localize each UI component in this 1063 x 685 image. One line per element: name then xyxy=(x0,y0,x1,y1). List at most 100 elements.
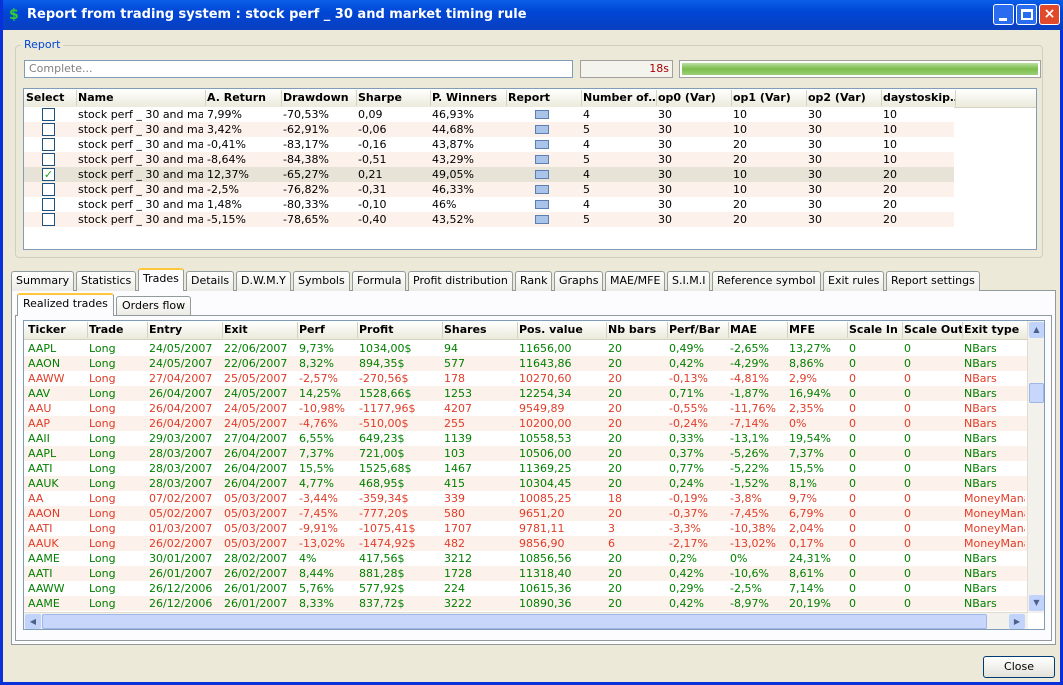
trade-row[interactable]: AAPL Long 28/03/2007 26/04/2007 7,37% 721,00$… xyxy=(24,446,1028,461)
result-row[interactable]: stock perf _ 30 and ma... -8,64% -84,38% -0… xyxy=(24,152,954,167)
tab[interactable]: Summary xyxy=(11,271,75,291)
close-window-button[interactable]: × xyxy=(1039,4,1060,25)
tab[interactable]: D.W.M.Y xyxy=(236,271,291,291)
scroll-left[interactable]: ◀ xyxy=(25,614,41,629)
trade-row[interactable]: AAP Long 26/04/2007 24/05/2007 -4,76% -510,00… xyxy=(24,416,1028,431)
trade-row[interactable]: AAME Long 26/12/2006 26/01/2007 8,33% 837,72$… xyxy=(24,596,1028,611)
trade-row[interactable]: AAON Long 24/05/2007 22/06/2007 8,32% 894,35$… xyxy=(24,356,1028,371)
column-header: Profit xyxy=(359,322,443,338)
trade-cell: Long xyxy=(89,387,116,400)
result-cell: -70,53% xyxy=(283,108,329,121)
tab[interactable]: Details xyxy=(186,271,235,291)
checkbox[interactable] xyxy=(42,213,55,226)
result-row[interactable]: stock perf _ 30 and ma... 3,42% -62,91% -0,… xyxy=(24,122,954,137)
trade-cell: 15,5% xyxy=(789,462,824,475)
trade-cell: 881,28$ xyxy=(359,567,405,580)
trade-cell: AAP xyxy=(28,417,50,430)
result-row[interactable]: ✓ stock perf _ 30 and ma... 12,37% -65,27% 0… xyxy=(24,167,954,182)
trade-cell: 6,55% xyxy=(299,432,334,445)
checkbox[interactable]: ✓ xyxy=(42,168,55,181)
subtab[interactable]: Orders flow xyxy=(116,296,192,315)
horizontal-scrollbar[interactable]: ◀ ▶ xyxy=(24,612,1028,629)
tab[interactable]: Profit distribution xyxy=(408,271,513,291)
result-cell: 10 xyxy=(733,183,747,196)
trade-row[interactable]: AAPL Long 24/05/2007 22/06/2007 9,73% 1034,00… xyxy=(24,341,1028,356)
trade-cell: 26/04/2007 xyxy=(224,447,288,460)
checkbox[interactable] xyxy=(42,108,55,121)
trade-cell: -270,56$ xyxy=(359,372,409,385)
report-icon[interactable] xyxy=(535,200,549,209)
trade-cell: -0,19% xyxy=(669,492,708,505)
minimize-button[interactable] xyxy=(993,4,1014,25)
scroll-thumb[interactable] xyxy=(1029,383,1044,403)
trade-row[interactable]: AAV Long 26/04/2007 24/05/2007 14,25% 1528,66… xyxy=(24,386,1028,401)
trade-row[interactable]: AA Long 07/02/2007 05/03/2007 -3,44% -359,34$… xyxy=(24,491,1028,506)
checkbox[interactable] xyxy=(42,198,55,211)
trade-cell: 0 xyxy=(904,462,911,475)
result-row[interactable]: stock perf _ 30 and ma... -5,15% -78,65% -0… xyxy=(24,212,954,227)
result-row[interactable]: stock perf _ 30 and ma... -2,5% -76,82% -0,… xyxy=(24,182,954,197)
report-icon[interactable] xyxy=(535,170,549,179)
trade-row[interactable]: AATI Long 26/01/2007 26/02/2007 8,44% 881,28$… xyxy=(24,566,1028,581)
checkbox[interactable] xyxy=(42,183,55,196)
report-icon[interactable] xyxy=(535,125,549,134)
trade-row[interactable]: AAUK Long 28/03/2007 26/04/2007 4,77% 468,95$… xyxy=(24,476,1028,491)
result-cell: 10 xyxy=(883,108,897,121)
column-header: Name xyxy=(78,90,206,106)
trade-cell: AAV xyxy=(28,387,51,400)
checkbox[interactable] xyxy=(42,138,55,151)
trade-cell: 0 xyxy=(849,477,856,490)
result-row[interactable]: stock perf _ 30 and ma... 1,48% -80,33% -0,… xyxy=(24,197,954,212)
subtab[interactable]: Realized trades xyxy=(17,293,114,316)
tab[interactable]: Symbols xyxy=(293,271,350,291)
close-button[interactable]: Close xyxy=(983,656,1055,678)
trade-row[interactable]: AAWW Long 27/04/2007 25/05/2007 -2,57% -270,5… xyxy=(24,371,1028,386)
trade-cell: -5,22% xyxy=(730,462,769,475)
tab[interactable]: Reference symbol xyxy=(712,271,821,291)
vertical-scrollbar[interactable]: ▲ ▼ xyxy=(1027,321,1044,613)
result-row[interactable]: stock perf _ 30 and ma... 7,99% -70,53% 0,0… xyxy=(24,107,954,122)
trade-row[interactable]: AAU Long 26/04/2007 24/05/2007 -10,98% -1177,… xyxy=(24,401,1028,416)
tab[interactable]: Graphs xyxy=(554,271,604,291)
tab[interactable]: Rank xyxy=(515,271,553,291)
trade-cell: 20 xyxy=(608,357,622,370)
scroll-up[interactable]: ▲ xyxy=(1029,322,1044,338)
tab[interactable]: S.I.M.I xyxy=(667,271,711,291)
trade-cell: 0 xyxy=(849,537,856,550)
h-scroll-thumb[interactable] xyxy=(42,614,987,629)
trade-cell: 10200,00 xyxy=(519,417,572,430)
result-cell: 20 xyxy=(733,213,747,226)
checkbox[interactable] xyxy=(42,123,55,136)
report-icon[interactable] xyxy=(535,185,549,194)
tab[interactable]: MAE/MFE xyxy=(605,271,666,291)
tab[interactable]: Trades xyxy=(138,268,184,291)
scroll-right[interactable]: ▶ xyxy=(1009,614,1025,629)
checkbox[interactable] xyxy=(42,153,55,166)
trade-cell: -1,87% xyxy=(730,387,769,400)
tab[interactable]: Formula xyxy=(352,271,407,291)
tab[interactable]: Report settings xyxy=(886,271,980,291)
maximize-button[interactable] xyxy=(1016,4,1037,25)
report-icon[interactable] xyxy=(535,155,549,164)
title-bar: Report from trading system : stock perf … xyxy=(3,0,1063,30)
trade-row[interactable]: AATI Long 01/03/2007 05/03/2007 -9,91% -1075,… xyxy=(24,521,1028,536)
trade-row[interactable]: AAON Long 05/02/2007 05/03/2007 -7,45% -777,2… xyxy=(24,506,1028,521)
trade-cell: 0 xyxy=(904,342,911,355)
report-icon[interactable] xyxy=(535,140,549,149)
report-icon[interactable] xyxy=(535,215,549,224)
trade-row[interactable]: AATI Long 28/03/2007 26/04/2007 15,5% 1525,68… xyxy=(24,461,1028,476)
trade-row[interactable]: AAME Long 30/01/2007 28/02/2007 4% 417,56$ 321… xyxy=(24,551,1028,566)
trade-row[interactable]: AAUK Long 26/02/2007 05/03/2007 -13,02% -1474… xyxy=(24,536,1028,551)
scroll-down[interactable]: ▼ xyxy=(1029,595,1044,611)
tab[interactable]: Exit rules xyxy=(823,271,885,291)
trade-cell: 9856,90 xyxy=(519,537,565,550)
trade-row[interactable]: AAWW Long 26/12/2006 26/01/2007 5,76% 577,92$… xyxy=(24,581,1028,596)
column-header: Select xyxy=(26,90,77,106)
column-header: Sharpe xyxy=(358,90,431,106)
trade-cell: Long xyxy=(89,567,116,580)
result-row[interactable]: stock perf _ 30 and ma... -0,41% -83,17% -0… xyxy=(24,137,954,152)
tab[interactable]: Statistics xyxy=(76,271,137,291)
report-icon[interactable] xyxy=(535,110,549,119)
trade-cell: 0% xyxy=(789,417,807,430)
trade-row[interactable]: AAII Long 29/03/2007 27/04/2007 6,55% 649,23$… xyxy=(24,431,1028,446)
